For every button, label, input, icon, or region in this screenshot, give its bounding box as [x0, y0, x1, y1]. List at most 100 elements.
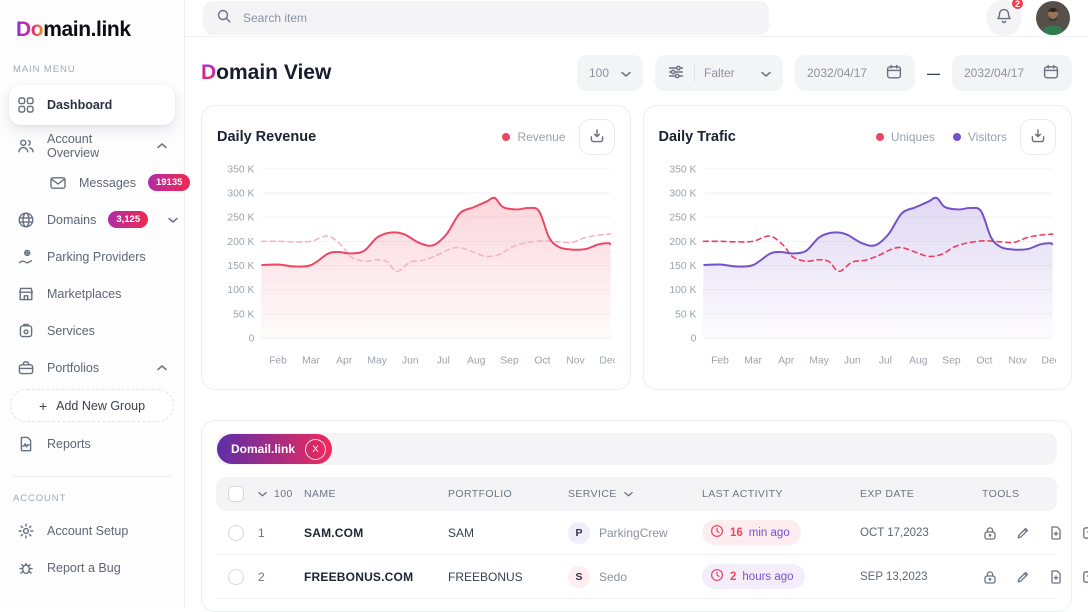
sliders-icon: [667, 63, 685, 84]
add-note-tool-button[interactable]: [1081, 569, 1088, 585]
add-new-group-button[interactable]: + Add New Group: [10, 389, 174, 422]
portfolio-name: FREEBONUS: [448, 569, 523, 584]
main-area: 2 Domain View 100: [185, 0, 1088, 612]
divider: [694, 64, 695, 82]
bell-icon: [995, 7, 1013, 30]
svg-text:Nov: Nov: [566, 356, 585, 367]
edit-tool-button[interactable]: [1015, 569, 1031, 585]
column-header-portfolio[interactable]: PORTFOLIO: [448, 488, 513, 501]
sidebar-item-account-setup[interactable]: Account Setup: [9, 512, 175, 549]
tools-cell: [982, 569, 1088, 585]
date-to-picker[interactable]: 2032/04/17: [952, 55, 1072, 91]
edit-tool-button[interactable]: [1015, 525, 1031, 541]
column-header-service[interactable]: SERVICE: [568, 488, 702, 500]
chevron-down-icon: [761, 66, 771, 80]
date-from-picker[interactable]: 2032/04/17: [795, 55, 915, 91]
search-input[interactable]: [241, 10, 756, 26]
export-file-tool-button[interactable]: [1048, 525, 1064, 541]
account-section-label: ACCOUNT: [13, 493, 67, 504]
add-note-tool-button[interactable]: [1081, 525, 1088, 541]
svg-text:0: 0: [249, 333, 255, 344]
chevron-down-icon: [258, 488, 267, 500]
notifications-button[interactable]: 2: [986, 0, 1025, 36]
svg-text:Dec: Dec: [599, 356, 614, 367]
sidebar-divider: [12, 476, 172, 477]
filter-tag[interactable]: Domail.link X: [217, 434, 333, 465]
search-bar[interactable]: [203, 1, 769, 35]
lock-tool-button[interactable]: [982, 525, 998, 541]
user-avatar[interactable]: [1036, 1, 1070, 35]
domain-name[interactable]: SAM.COM: [304, 525, 364, 540]
calendar-icon: [1042, 63, 1060, 84]
download-button[interactable]: [578, 119, 615, 155]
legend-revenue: Revenue: [502, 130, 566, 144]
row-checkbox[interactable]: [228, 524, 244, 541]
sidebar-item-services[interactable]: Services: [9, 312, 175, 349]
search-icon: [216, 8, 232, 29]
exp-date: OCT 17,2023: [860, 526, 929, 539]
bug-icon: [17, 559, 35, 577]
svg-text:Aug: Aug: [467, 356, 486, 367]
download-button[interactable]: [1020, 119, 1056, 155]
svg-text:Apr: Apr: [336, 356, 353, 367]
svg-text:300 K: 300 K: [227, 188, 254, 199]
svg-text:350 K: 350 K: [227, 164, 254, 175]
svg-text:250 K: 250 K: [669, 213, 696, 224]
svg-text:50 K: 50 K: [675, 309, 696, 320]
clock-icon: [710, 524, 724, 541]
remove-filter-button[interactable]: X: [305, 438, 327, 460]
sidebar-item-account-overview[interactable]: Account Overview: [9, 127, 175, 164]
page-size-dropdown[interactable]: 100: [577, 55, 643, 91]
domain-name[interactable]: FREEBONUS.COM: [304, 569, 414, 584]
domains-count-badge: 3,125: [108, 211, 149, 228]
calendar-icon: [885, 63, 903, 84]
svg-text:May: May: [809, 356, 829, 367]
main-menu-section-label: MAIN MENU: [13, 64, 76, 75]
sidebar-item-marketplaces[interactable]: Marketplaces: [9, 275, 175, 312]
app-logo: Domain.link: [0, 12, 184, 58]
legend-visitors: Visitors: [952, 130, 1007, 144]
gear-icon: [17, 522, 35, 540]
select-all-checkbox[interactable]: [228, 486, 244, 503]
svg-text:150 K: 150 K: [669, 261, 696, 272]
chart-title: Daily Revenue: [217, 129, 317, 145]
chevron-down-icon: [168, 217, 178, 223]
active-filter-bar: Domail.link X: [216, 433, 1057, 466]
page-title: Domain View: [201, 61, 332, 84]
svg-text:Aug: Aug: [909, 356, 928, 367]
sidebar-item-reports[interactable]: Reports: [9, 425, 175, 462]
sidebar-item-portfolios[interactable]: Portfolios: [9, 349, 175, 386]
svg-text:Sep: Sep: [500, 356, 519, 367]
dashboard-grid-icon: [17, 96, 35, 114]
chart-title: Daily Trafic: [658, 129, 736, 145]
sidebar-item-domains[interactable]: Domains 3,125: [9, 201, 178, 238]
svg-text:Mar: Mar: [302, 356, 320, 367]
download-icon: [1029, 127, 1047, 148]
table-header-row: 100 NAME PORTFOLIO SERVICE LAST ACTIVITY…: [216, 477, 1057, 512]
svg-text:300 K: 300 K: [669, 188, 696, 199]
lock-tool-button[interactable]: [982, 569, 998, 585]
filter-dropdown[interactable]: Falter: [655, 55, 783, 91]
svg-text:Oct: Oct: [534, 356, 550, 367]
column-header-tools: TOOLS: [982, 488, 1020, 501]
svg-text:Jul: Jul: [878, 356, 891, 367]
table-row: 1 SAM.COM SAM P ParkingCrew 16 min ago: [216, 511, 1088, 556]
row-checkbox[interactable]: [228, 568, 244, 585]
svg-text:200 K: 200 K: [227, 237, 254, 248]
service-initial-badge: S: [568, 565, 590, 588]
column-header-last-activity[interactable]: LAST ACTIVITY: [702, 488, 783, 501]
svg-text:250 K: 250 K: [227, 213, 254, 224]
svg-text:Nov: Nov: [1008, 356, 1027, 367]
column-header-exp-date[interactable]: EXP DATE: [860, 488, 915, 501]
select-count-dropdown[interactable]: 100: [258, 488, 304, 500]
sidebar-item-messages[interactable]: Messages 19135: [9, 164, 191, 201]
sidebar-item-parking-providers[interactable]: Parking Providers: [9, 238, 175, 275]
column-header-name[interactable]: NAME: [304, 488, 336, 501]
sidebar-item-report-a-bug[interactable]: Report a Bug: [9, 549, 175, 586]
report-document-icon: [17, 435, 35, 453]
topbar: 2: [185, 0, 1088, 37]
chart-legend: Revenue: [502, 130, 566, 144]
export-file-tool-button[interactable]: [1048, 569, 1064, 585]
plus-icon: +: [38, 397, 48, 414]
sidebar-item-dashboard[interactable]: Dashboard: [9, 85, 175, 125]
